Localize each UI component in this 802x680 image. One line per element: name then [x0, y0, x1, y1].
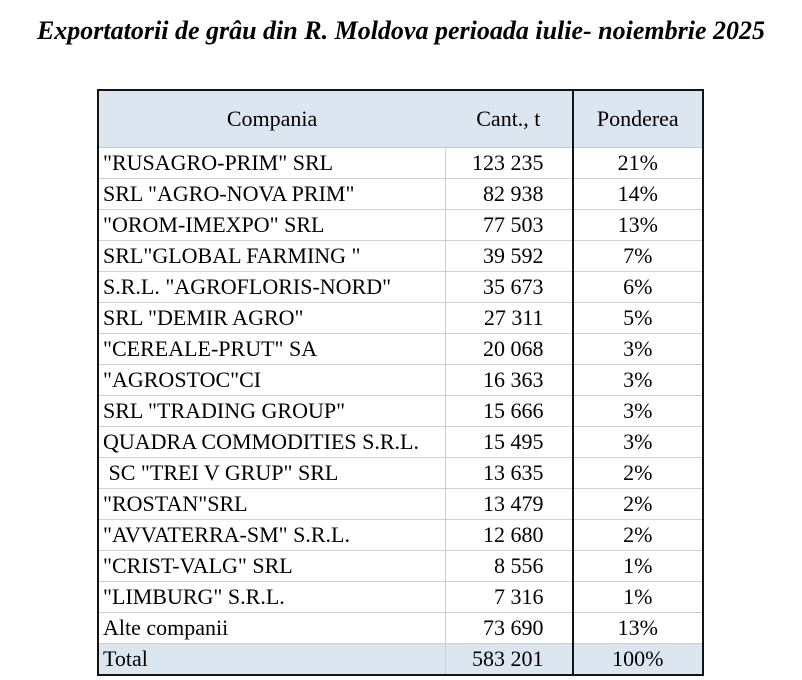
- table-row: "CEREALE-PRUT" SA 20 068 3%: [98, 333, 703, 365]
- quantity-cell: 16 363: [445, 364, 573, 396]
- table-row: "ROSTAN"SRL 13 479 2%: [98, 488, 703, 520]
- table-row: SRL "AGRO-NOVA PRIM" 82 938 14%: [98, 178, 703, 210]
- company-cell: SRL "AGRO-NOVA PRIM": [98, 178, 446, 210]
- table-row: "CRIST-VALG" SRL 8 556 1%: [98, 550, 703, 582]
- table-row: "AGROSTOC"CI 16 363 3%: [98, 364, 703, 396]
- share-cell: 21%: [571, 147, 703, 179]
- total-label-cell: Total: [98, 643, 446, 675]
- table-row: SC "TREI V GRUP" SRL 13 635 2%: [98, 457, 703, 489]
- share-cell: 7%: [571, 240, 703, 272]
- quantity-cell: 15 495: [445, 426, 573, 458]
- table-row: QUADRA COMMODITIES S.R.L. 15 495 3%: [98, 426, 703, 458]
- quantity-cell: 82 938: [445, 178, 573, 210]
- table-row: "AVVATERRA-SM" S.R.L. 12 680 2%: [98, 519, 703, 551]
- table-row: S.R.L. "AGROFLORIS-NORD" 35 673 6%: [98, 271, 703, 303]
- quantity-cell: 39 592: [445, 240, 573, 272]
- company-cell: "OROM-IMEXPO" SRL: [98, 209, 446, 241]
- total-row: Total 583 201 100%: [98, 643, 703, 675]
- quantity-cell: 13 635: [445, 457, 573, 489]
- quantity-cell: 20 068: [445, 333, 573, 365]
- quantity-cell: 12 680: [445, 519, 573, 551]
- share-cell: 13%: [571, 209, 703, 241]
- company-cell: QUADRA COMMODITIES S.R.L.: [98, 426, 446, 458]
- wheat-exporters-table: Compania Cant., t Ponderea "RUSAGRO-PRIM…: [97, 89, 704, 676]
- table-row: SRL"GLOBAL FARMING " 39 592 7%: [98, 240, 703, 272]
- company-cell: SRL "DEMIR AGRO": [98, 302, 446, 334]
- quantity-cell: 8 556: [445, 550, 573, 582]
- quantity-cell: 35 673: [445, 271, 573, 303]
- company-cell: SRL"GLOBAL FARMING ": [98, 240, 446, 272]
- company-cell: "AVVATERRA-SM" S.R.L.: [98, 519, 446, 551]
- quantity-cell: 13 479: [445, 488, 573, 520]
- table-row: "LIMBURG" S.R.L. 7 316 1%: [98, 581, 703, 613]
- share-cell: 13%: [571, 612, 703, 644]
- share-cell: 3%: [571, 333, 703, 365]
- share-cell: 3%: [571, 364, 703, 396]
- share-cell: 5%: [571, 302, 703, 334]
- quantity-cell: 77 503: [445, 209, 573, 241]
- table-row: Alte companii 73 690 13%: [98, 612, 703, 644]
- table-row: SRL "DEMIR AGRO" 27 311 5%: [98, 302, 703, 334]
- quantity-cell: 73 690: [445, 612, 573, 644]
- share-cell: 3%: [571, 426, 703, 458]
- page-title: Exportatorii de grâu din R. Moldova peri…: [36, 16, 766, 45]
- share-cell: 3%: [571, 395, 703, 427]
- company-cell: SC "TREI V GRUP" SRL: [98, 457, 446, 489]
- company-cell: "CEREALE-PRUT" SA: [98, 333, 446, 365]
- company-cell: "CRIST-VALG" SRL: [98, 550, 446, 582]
- table-row: "RUSAGRO-PRIM" SRL 123 235 21%: [98, 147, 703, 179]
- share-cell: 1%: [571, 550, 703, 582]
- quantity-cell: 123 235: [445, 147, 573, 179]
- header-row: Compania Cant., t Ponderea: [98, 90, 703, 148]
- total-share-cell: 100%: [571, 643, 703, 675]
- table-row: "OROM-IMEXPO" SRL 77 503 13%: [98, 209, 703, 241]
- column-header-quantity: Cant., t: [445, 90, 573, 148]
- share-cell: 6%: [571, 271, 703, 303]
- column-header-company: Compania: [98, 90, 446, 148]
- company-cell: SRL "TRADING GROUP": [98, 395, 446, 427]
- company-cell: "ROSTAN"SRL: [98, 488, 446, 520]
- share-cell: 2%: [571, 519, 703, 551]
- quantity-cell: 7 316: [445, 581, 573, 613]
- share-cell: 14%: [571, 178, 703, 210]
- table-row: SRL "TRADING GROUP" 15 666 3%: [98, 395, 703, 427]
- total-quantity-cell: 583 201: [445, 643, 573, 675]
- share-cell: 2%: [571, 457, 703, 489]
- share-cell: 2%: [571, 488, 703, 520]
- quantity-cell: 15 666: [445, 395, 573, 427]
- company-cell: S.R.L. "AGROFLORIS-NORD": [98, 271, 446, 303]
- company-cell: "RUSAGRO-PRIM" SRL: [98, 147, 446, 179]
- company-cell: Alte companii: [98, 612, 446, 644]
- company-cell: "LIMBURG" S.R.L.: [98, 581, 446, 613]
- quantity-cell: 27 311: [445, 302, 573, 334]
- share-cell: 1%: [571, 581, 703, 613]
- column-header-share: Ponderea: [571, 90, 703, 148]
- company-cell: "AGROSTOC"CI: [98, 364, 446, 396]
